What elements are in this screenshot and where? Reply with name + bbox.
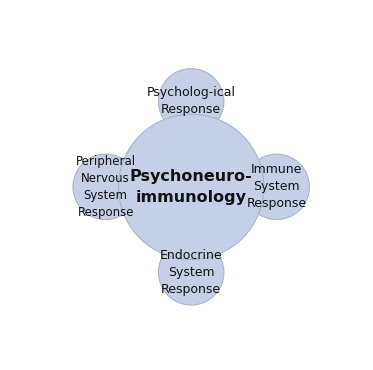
Circle shape [159,68,224,134]
Text: Psychoneuro-
immunology: Psychoneuro- immunology [130,169,253,205]
Circle shape [244,154,309,220]
Circle shape [73,154,138,220]
Circle shape [159,239,224,305]
Text: Psycholog-ical
Response: Psycholog-ical Response [147,86,236,117]
Text: Endocrine
System
Response: Endocrine System Response [160,249,222,296]
Text: Peripheral
Nervous
System
Response: Peripheral Nervous System Response [76,155,136,219]
Text: Immune
System
Response: Immune System Response [247,163,307,211]
Circle shape [119,114,264,259]
